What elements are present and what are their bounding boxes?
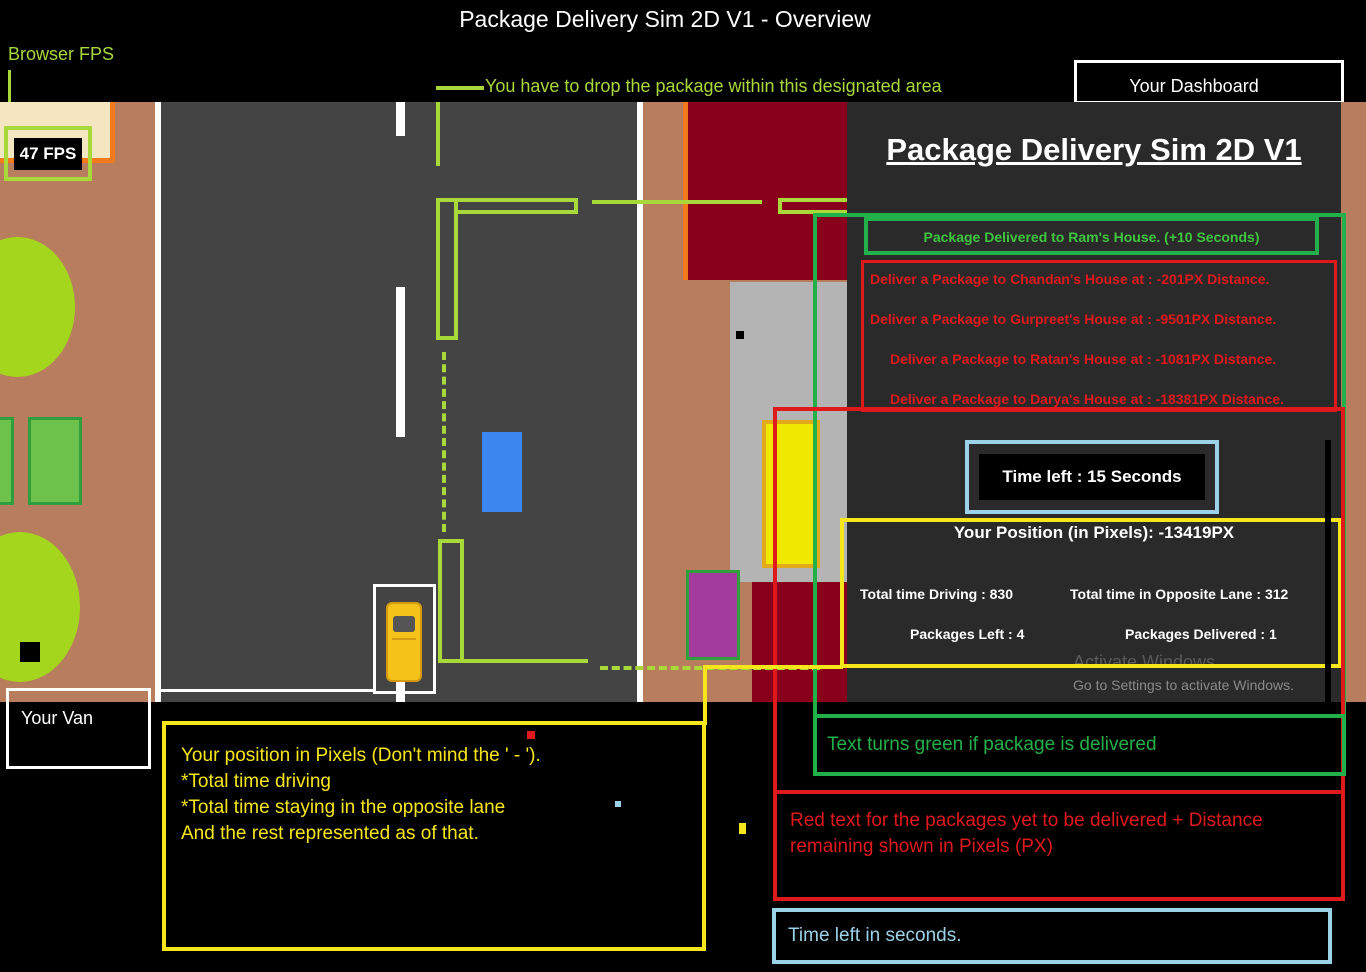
position-note-line: *Total time driving bbox=[181, 771, 331, 792]
drop-zone-line bbox=[438, 659, 588, 663]
red-dot bbox=[527, 731, 535, 739]
lane-dash bbox=[396, 102, 405, 136]
yellow-connector-line bbox=[703, 665, 707, 725]
blue-dot bbox=[615, 801, 621, 807]
dashboard-panel: Package Delivery Sim 2D V1 Package Deliv… bbox=[847, 102, 1341, 702]
drop-zone-line bbox=[592, 200, 762, 204]
packages-left-stat: Packages Left : 4 bbox=[910, 626, 1025, 642]
van-label: Your Van bbox=[21, 708, 94, 728]
fps-highlight-box: 47 FPS bbox=[4, 126, 92, 181]
drop-zone-line bbox=[436, 198, 458, 340]
time-left-display: Time left : 15 Seconds bbox=[979, 454, 1205, 500]
position-note-line: *Total time staying in the opposite lane bbox=[181, 797, 506, 818]
red-note-text: Red text for the packages yet to be deli… bbox=[790, 810, 1263, 857]
drop-zone-line bbox=[458, 198, 578, 214]
lane-dash bbox=[396, 287, 405, 437]
van-connector-line bbox=[155, 689, 375, 692]
drop-zone-line bbox=[442, 352, 450, 532]
drop-zone-line bbox=[438, 539, 464, 663]
browser-fps-annotation: Browser FPS bbox=[8, 44, 115, 64]
delivered-message: Package Delivered to Ram's House. (+10 S… bbox=[923, 229, 1260, 245]
player-van[interactable] bbox=[386, 602, 422, 682]
purple-bin bbox=[686, 570, 740, 660]
van-label-box: Your Van bbox=[6, 688, 151, 769]
stats-highlight-box bbox=[840, 518, 1342, 668]
position-note-line: And the rest represented as of that. bbox=[181, 823, 479, 844]
mailbox-marker bbox=[20, 642, 40, 662]
time-note-text: Time left in seconds. bbox=[788, 925, 962, 946]
van-highlight-box bbox=[373, 584, 436, 694]
van-roof-line bbox=[392, 638, 416, 640]
road-edge-left bbox=[155, 102, 161, 702]
dashboard-title: Package Delivery Sim 2D V1 bbox=[886, 132, 1302, 167]
pending-delivery-line: Deliver a Package to Darya's House at : … bbox=[890, 391, 1284, 407]
fps-connector-line bbox=[8, 70, 11, 128]
time-note-box: Time left in seconds. bbox=[772, 908, 1332, 964]
opposite-lane-stat: Total time in Opposite Lane : 312 bbox=[1070, 586, 1289, 602]
van-windshield bbox=[393, 616, 415, 632]
lane-dash bbox=[396, 678, 405, 702]
drop-zone-line bbox=[436, 102, 440, 166]
window-title: Package Delivery Sim 2D V1 - Overview bbox=[459, 6, 871, 32]
position-note-line: Your position in Pixels (Don't mind the … bbox=[181, 745, 541, 766]
dashboard-label: Your Dashboard bbox=[1129, 76, 1259, 96]
drop-zone-line bbox=[778, 198, 847, 214]
drop-zone-line bbox=[436, 198, 512, 202]
blue-car bbox=[482, 432, 522, 512]
tree-bottom-left bbox=[0, 532, 80, 682]
red-note-box: Red text for the packages yet to be deli… bbox=[773, 790, 1345, 901]
position-readout: Your Position (in Pixels): -13419PX bbox=[953, 523, 1235, 542]
yellow-dot bbox=[739, 823, 746, 834]
pending-delivery-line: Deliver a Package to Gurpreet's House at… bbox=[870, 311, 1277, 327]
time-highlight-box: Time left : 15 Seconds bbox=[965, 440, 1219, 514]
drop-area-connector-line bbox=[436, 86, 484, 90]
pending-delivery-line: Deliver a Package to Chandan's House at … bbox=[870, 271, 1270, 287]
position-note-box: Your position in Pixels (Don't mind the … bbox=[162, 721, 706, 951]
pending-delivery-line: Deliver a Package to Ratan's House at : … bbox=[890, 351, 1277, 367]
delivered-highlight-box: Package Delivered to Ram's House. (+10 S… bbox=[864, 217, 1319, 255]
activate-windows-subtitle: Go to Settings to activate Windows. bbox=[1073, 677, 1294, 693]
packages-delivered-stat: Packages Delivered : 1 bbox=[1125, 626, 1277, 642]
drop-area-annotation: You have to drop the package within this… bbox=[485, 76, 942, 96]
green-note-text: Text turns green if package is delivered bbox=[827, 734, 1157, 755]
fps-counter: 47 FPS bbox=[14, 138, 82, 170]
yellow-connector-line bbox=[703, 665, 843, 669]
green-note-box: Text turns green if package is delivered bbox=[813, 714, 1346, 776]
driveway-marker bbox=[736, 331, 744, 339]
house-yellow bbox=[762, 420, 820, 568]
total-driving-stat: Total time Driving : 830 bbox=[860, 586, 1013, 602]
road-edge-right bbox=[637, 102, 643, 702]
hedge-left bbox=[0, 417, 14, 505]
dashboard-label-box: Your Dashboard bbox=[1074, 60, 1344, 104]
house-ram bbox=[683, 102, 852, 280]
hedge-center bbox=[28, 417, 82, 505]
tree-top-left bbox=[0, 237, 75, 377]
road-edge-mark bbox=[637, 560, 641, 702]
house-bottom-right bbox=[752, 582, 847, 702]
